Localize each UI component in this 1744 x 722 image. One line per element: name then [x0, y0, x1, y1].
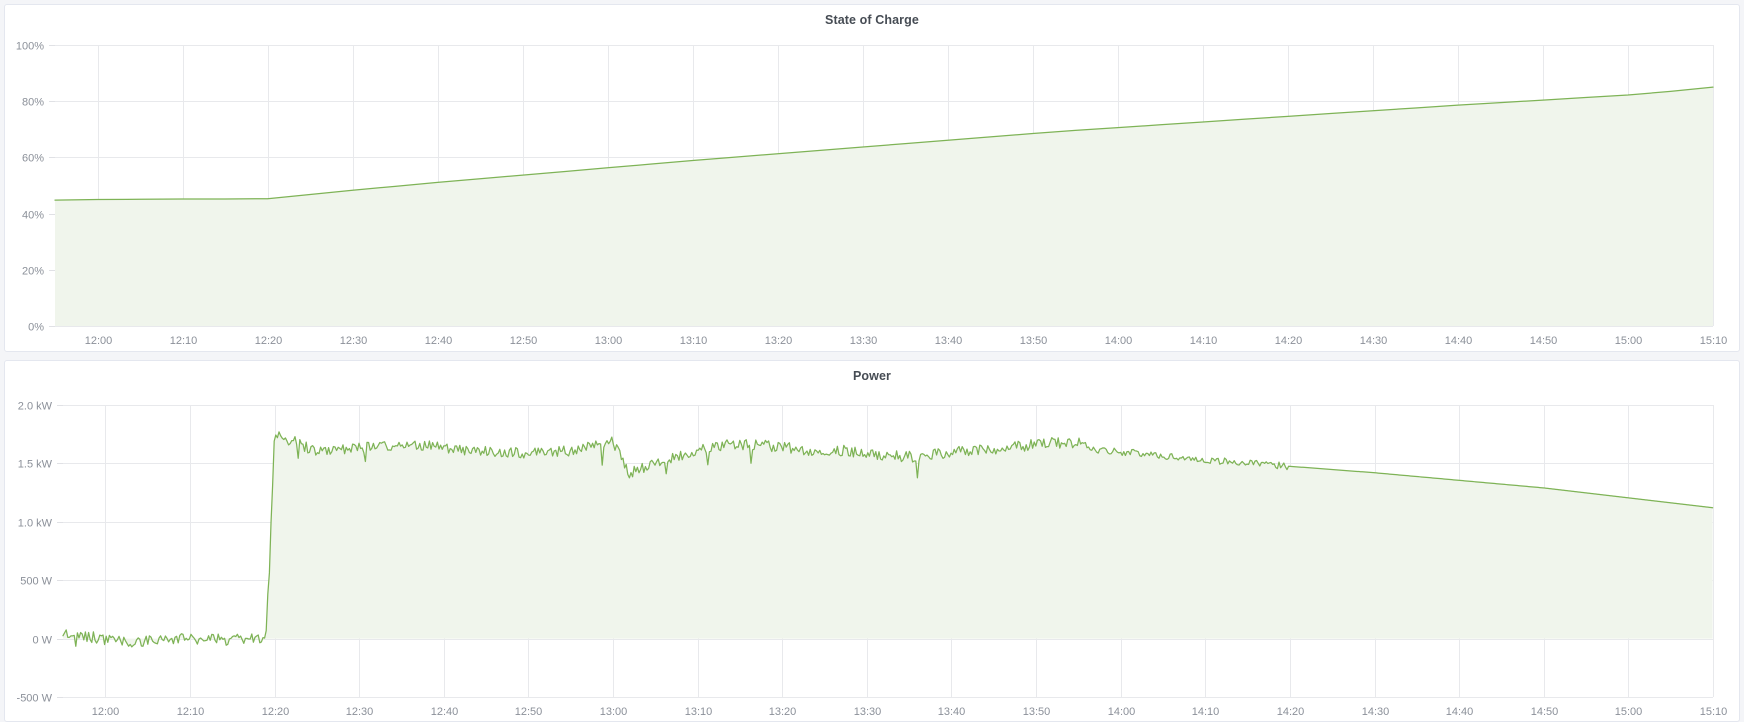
- x-axis-tick-label: 13:00: [595, 335, 623, 347]
- x-axis-tick-label: 13:40: [935, 335, 963, 347]
- x-axis-tick-label: 13:00: [600, 706, 628, 718]
- x-axis-tick-label: 14:20: [1277, 706, 1305, 718]
- y-axis-tick-label: 0%: [28, 322, 44, 334]
- panel-power[interactable]: Power -500 W 0 W 500 W 1.0 kW 1.5 kW 2.0 kW 12…: [4, 360, 1740, 722]
- y-axis-tick-label: -500 W: [17, 693, 53, 705]
- y-axis-tick-label: 80%: [22, 97, 44, 109]
- y-axis-tick-label: 40%: [22, 210, 44, 222]
- x-axis-tick-label: 14:10: [1192, 706, 1220, 718]
- chart-svg-power[interactable]: -500 W 0 W 500 W 1.0 kW 1.5 kW 2.0 kW 12:00 12:…: [5, 385, 1739, 722]
- x-axis-tick-label: 15:10: [1700, 335, 1728, 347]
- x-axis-tick-label: 13:50: [1023, 706, 1051, 718]
- y-axis-tick-label: 2.0 kW: [18, 401, 53, 413]
- chart-svg-state-of-charge[interactable]: 0% 20% 40% 60% 80% 100% 12:00 12:10 12:20 12:30 12…: [5, 29, 1739, 352]
- panel-state-of-charge[interactable]: State of Charge 0% 20% 40% 60% 80% 100% 12:00 1…: [4, 4, 1740, 352]
- x-axis-tick-label: 13:40: [938, 706, 966, 718]
- series-line[interactable]: [62, 431, 1714, 648]
- y-axis-tick-label: 100%: [16, 41, 44, 53]
- panel-title-power: Power: [852, 369, 891, 383]
- x-axis-tick-label: 15:00: [1615, 335, 1643, 347]
- x-axis-tick-label: 12:00: [92, 706, 120, 718]
- x-axis-tick-label: 14:40: [1445, 335, 1473, 347]
- x-axis-tick-label: 15:00: [1615, 706, 1643, 718]
- x-axis-tick-label: 14:50: [1530, 335, 1558, 347]
- y-axis-tick-label: 0 W: [32, 635, 52, 647]
- x-axis-tick-label: 12:20: [262, 706, 290, 718]
- x-axis-tick-label: 13:30: [850, 335, 878, 347]
- x-axis-tick-label: 13:20: [765, 335, 793, 347]
- x-axis-tick-label: 12:40: [425, 335, 453, 347]
- x-axis-tick-label: 14:00: [1105, 335, 1133, 347]
- x-axis-tick-label: 12:30: [346, 706, 374, 718]
- x-axis-tick-label: 13:10: [685, 706, 713, 718]
- series-area-fill: [63, 431, 1713, 647]
- y-axis-tick-label: 60%: [22, 153, 44, 165]
- x-axis-tick-label: 13:30: [854, 706, 882, 718]
- x-axis-tick-label: 12:10: [177, 706, 205, 718]
- x-axis-tick-label: 12:50: [510, 335, 538, 347]
- x-axis-tick-label: 14:10: [1190, 335, 1218, 347]
- x-axis-tick-label: 13:20: [769, 706, 797, 718]
- y-axis-tick-label: 500 W: [20, 576, 52, 588]
- y-axis-tick-label: 1.0 kW: [18, 518, 53, 530]
- x-axis-tick-label: 13:50: [1020, 335, 1048, 347]
- x-axis-tick-label: 12:30: [340, 335, 368, 347]
- x-axis-tick-label: 14:20: [1275, 335, 1303, 347]
- series-line[interactable]: [54, 86, 1714, 201]
- x-axis-tick-label: 14:30: [1362, 706, 1390, 718]
- x-axis-tick-label: 12:10: [170, 335, 198, 347]
- x-axis-tick-label: 13:10: [680, 335, 708, 347]
- y-axis-tick-label: 1.5 kW: [18, 459, 53, 471]
- chart-power[interactable]: -500 W 0 W 500 W 1.0 kW 1.5 kW 2.0 kW 12:00 12:…: [5, 385, 1739, 722]
- x-axis-tick-label: 12:00: [85, 335, 113, 347]
- panel-title-state-of-charge: State of Charge: [825, 13, 919, 27]
- x-axis-tick-label: 14:00: [1108, 706, 1136, 718]
- series-area-fill: [55, 87, 1713, 327]
- x-axis-tick-label: 15:10: [1700, 706, 1728, 718]
- x-axis-tick-label: 14:30: [1360, 335, 1388, 347]
- x-axis-tick-label: 14:40: [1446, 706, 1474, 718]
- x-axis-tick-label: 14:50: [1531, 706, 1559, 718]
- x-axis-tick-label: 12:20: [255, 335, 283, 347]
- y-axis-tick-label: 20%: [22, 266, 44, 278]
- x-axis-tick-label: 12:40: [431, 706, 459, 718]
- chart-state-of-charge[interactable]: 0% 20% 40% 60% 80% 100% 12:00 12:10 12:20 12:30 12…: [5, 29, 1739, 352]
- x-axis-tick-label: 12:50: [515, 706, 543, 718]
